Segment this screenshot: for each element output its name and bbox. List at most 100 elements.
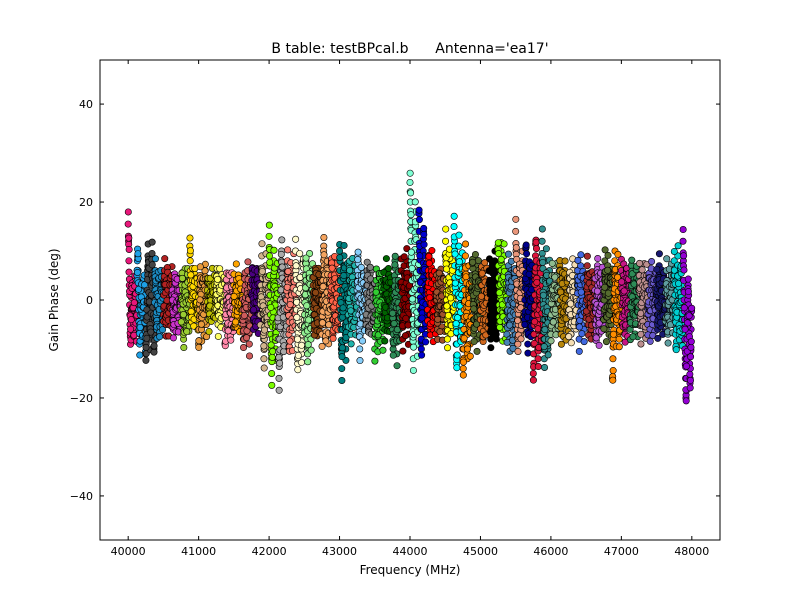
- data-point: [304, 358, 312, 366]
- data-point: [609, 355, 617, 363]
- data-point: [278, 263, 286, 271]
- data-point: [653, 265, 661, 273]
- data-point: [243, 334, 251, 342]
- data-point: [389, 351, 397, 359]
- data-point: [294, 366, 302, 374]
- data-point: [580, 338, 588, 346]
- data-point: [178, 274, 186, 282]
- data-point: [575, 323, 583, 331]
- data-point: [466, 352, 474, 360]
- data-point: [268, 369, 276, 377]
- data-point: [636, 259, 644, 267]
- data-point: [683, 362, 691, 370]
- data-point: [283, 283, 291, 291]
- data-point: [542, 245, 550, 253]
- data-point: [268, 353, 276, 361]
- data-point: [459, 365, 467, 373]
- data-point: [411, 198, 419, 206]
- data-point: [294, 351, 302, 359]
- x-tick-label: 46000: [533, 545, 568, 558]
- data-point: [443, 302, 451, 310]
- data-point: [687, 343, 695, 351]
- data-point: [284, 268, 292, 276]
- data-point: [575, 347, 583, 355]
- data-point: [156, 333, 164, 341]
- data-point: [455, 242, 463, 250]
- data-point: [463, 345, 471, 353]
- data-point: [338, 365, 346, 373]
- data-point: [346, 266, 354, 274]
- data-point: [372, 288, 380, 296]
- data-point: [512, 244, 520, 252]
- data-point: [125, 234, 133, 242]
- data-point: [195, 337, 203, 345]
- data-point: [604, 289, 612, 297]
- data-point: [258, 240, 266, 248]
- data-point: [305, 316, 313, 324]
- data-point: [267, 303, 275, 311]
- data-point: [142, 343, 150, 351]
- data-point: [655, 250, 663, 258]
- data-point: [286, 301, 294, 309]
- data-point: [275, 386, 283, 394]
- data-point: [688, 304, 696, 312]
- data-point: [425, 259, 433, 267]
- data-point: [142, 356, 150, 364]
- data-point: [470, 305, 478, 313]
- spw-series-5: [168, 270, 185, 342]
- data-point: [278, 236, 286, 244]
- data-point: [604, 266, 612, 274]
- data-point: [232, 318, 240, 326]
- data-point: [686, 384, 694, 392]
- data-point: [415, 206, 423, 214]
- data-point: [186, 247, 194, 255]
- data-point: [338, 376, 346, 384]
- data-point: [319, 319, 327, 327]
- x-tick-label: 47000: [604, 545, 639, 558]
- data-point: [615, 335, 623, 343]
- y-tick-label: 20: [79, 196, 93, 209]
- data-point: [548, 259, 556, 267]
- x-tick-label: 48000: [674, 545, 709, 558]
- data-point: [674, 242, 682, 250]
- data-point: [391, 261, 399, 269]
- data-point: [583, 252, 591, 260]
- data-point: [339, 304, 347, 312]
- data-point: [169, 334, 177, 342]
- data-point: [684, 288, 692, 296]
- data-point: [125, 257, 133, 265]
- data-point: [410, 343, 418, 351]
- data-point: [356, 357, 364, 365]
- data-point: [143, 334, 151, 342]
- data-point: [538, 225, 546, 233]
- y-tick-label: −20: [70, 392, 93, 405]
- data-point: [609, 367, 617, 375]
- data-point: [196, 263, 204, 271]
- data-point: [406, 178, 414, 186]
- data-point: [260, 355, 268, 363]
- data-point: [474, 257, 482, 265]
- data-point: [442, 237, 450, 245]
- data-point: [227, 336, 235, 344]
- data-point: [265, 221, 273, 229]
- data-point: [600, 325, 608, 333]
- data-point: [415, 216, 423, 224]
- data-point: [319, 283, 327, 291]
- x-tick-label: 42000: [252, 545, 287, 558]
- data-point: [307, 346, 315, 354]
- data-point: [567, 300, 575, 308]
- data-point: [268, 381, 276, 389]
- data-point: [150, 342, 158, 350]
- data-point: [371, 357, 379, 365]
- data-point: [679, 237, 687, 245]
- data-point: [286, 337, 294, 345]
- data-point: [451, 250, 459, 258]
- data-point: [186, 234, 194, 242]
- data-point: [638, 266, 646, 274]
- data-point: [455, 258, 463, 266]
- data-point: [294, 335, 302, 343]
- data-point: [277, 250, 285, 258]
- data-point: [444, 344, 452, 352]
- data-point: [452, 320, 460, 328]
- data-point: [522, 241, 530, 249]
